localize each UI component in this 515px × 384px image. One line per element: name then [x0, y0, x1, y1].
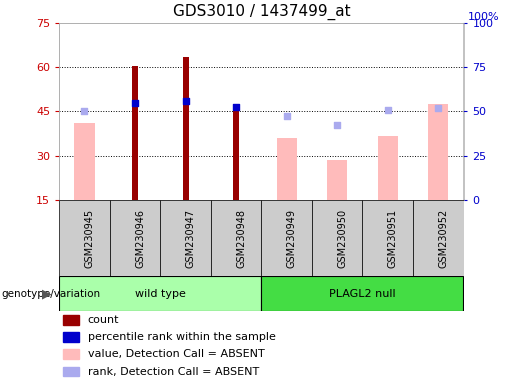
Bar — [160, 200, 211, 276]
Text: GSM230945: GSM230945 — [84, 209, 94, 268]
Bar — [327, 160, 347, 200]
Bar — [211, 200, 261, 276]
Point — [181, 98, 190, 104]
Text: GSM230947: GSM230947 — [185, 209, 196, 268]
Bar — [63, 332, 79, 342]
Bar — [110, 200, 160, 276]
Bar — [132, 66, 138, 200]
Text: GSM230946: GSM230946 — [135, 209, 145, 268]
Bar — [63, 315, 79, 324]
Text: PLAGL2 null: PLAGL2 null — [329, 289, 396, 299]
Point — [80, 108, 89, 114]
Point — [232, 104, 240, 110]
Bar — [182, 57, 188, 200]
Text: GSM230951: GSM230951 — [388, 209, 398, 268]
Bar — [363, 200, 413, 276]
Point — [131, 99, 139, 106]
Bar — [261, 276, 464, 311]
Text: GSM230948: GSM230948 — [236, 209, 246, 268]
Bar — [74, 123, 95, 200]
Bar — [428, 104, 449, 200]
Bar — [261, 200, 312, 276]
Text: ▶: ▶ — [42, 287, 52, 300]
Bar — [413, 200, 464, 276]
Bar — [63, 367, 79, 376]
Text: percentile rank within the sample: percentile rank within the sample — [88, 332, 276, 342]
Text: count: count — [88, 314, 119, 325]
Text: rank, Detection Call = ABSENT: rank, Detection Call = ABSENT — [88, 366, 259, 377]
Bar — [59, 276, 261, 311]
Point — [384, 108, 392, 114]
Bar — [377, 136, 398, 200]
Title: GDS3010 / 1437499_at: GDS3010 / 1437499_at — [173, 4, 350, 20]
Text: GSM230952: GSM230952 — [438, 209, 448, 268]
Text: 100%: 100% — [468, 12, 499, 22]
Text: genotype/variation: genotype/variation — [1, 289, 100, 299]
Bar — [233, 104, 239, 200]
Point — [434, 105, 442, 111]
Bar — [59, 200, 110, 276]
Text: GSM230950: GSM230950 — [337, 209, 347, 268]
Point — [283, 113, 291, 119]
Text: wild type: wild type — [135, 289, 186, 299]
Text: value, Detection Call = ABSENT: value, Detection Call = ABSENT — [88, 349, 264, 359]
Point — [333, 121, 341, 127]
Text: GSM230949: GSM230949 — [287, 209, 297, 268]
Bar — [277, 138, 297, 200]
Bar — [63, 349, 79, 359]
Bar — [312, 200, 363, 276]
